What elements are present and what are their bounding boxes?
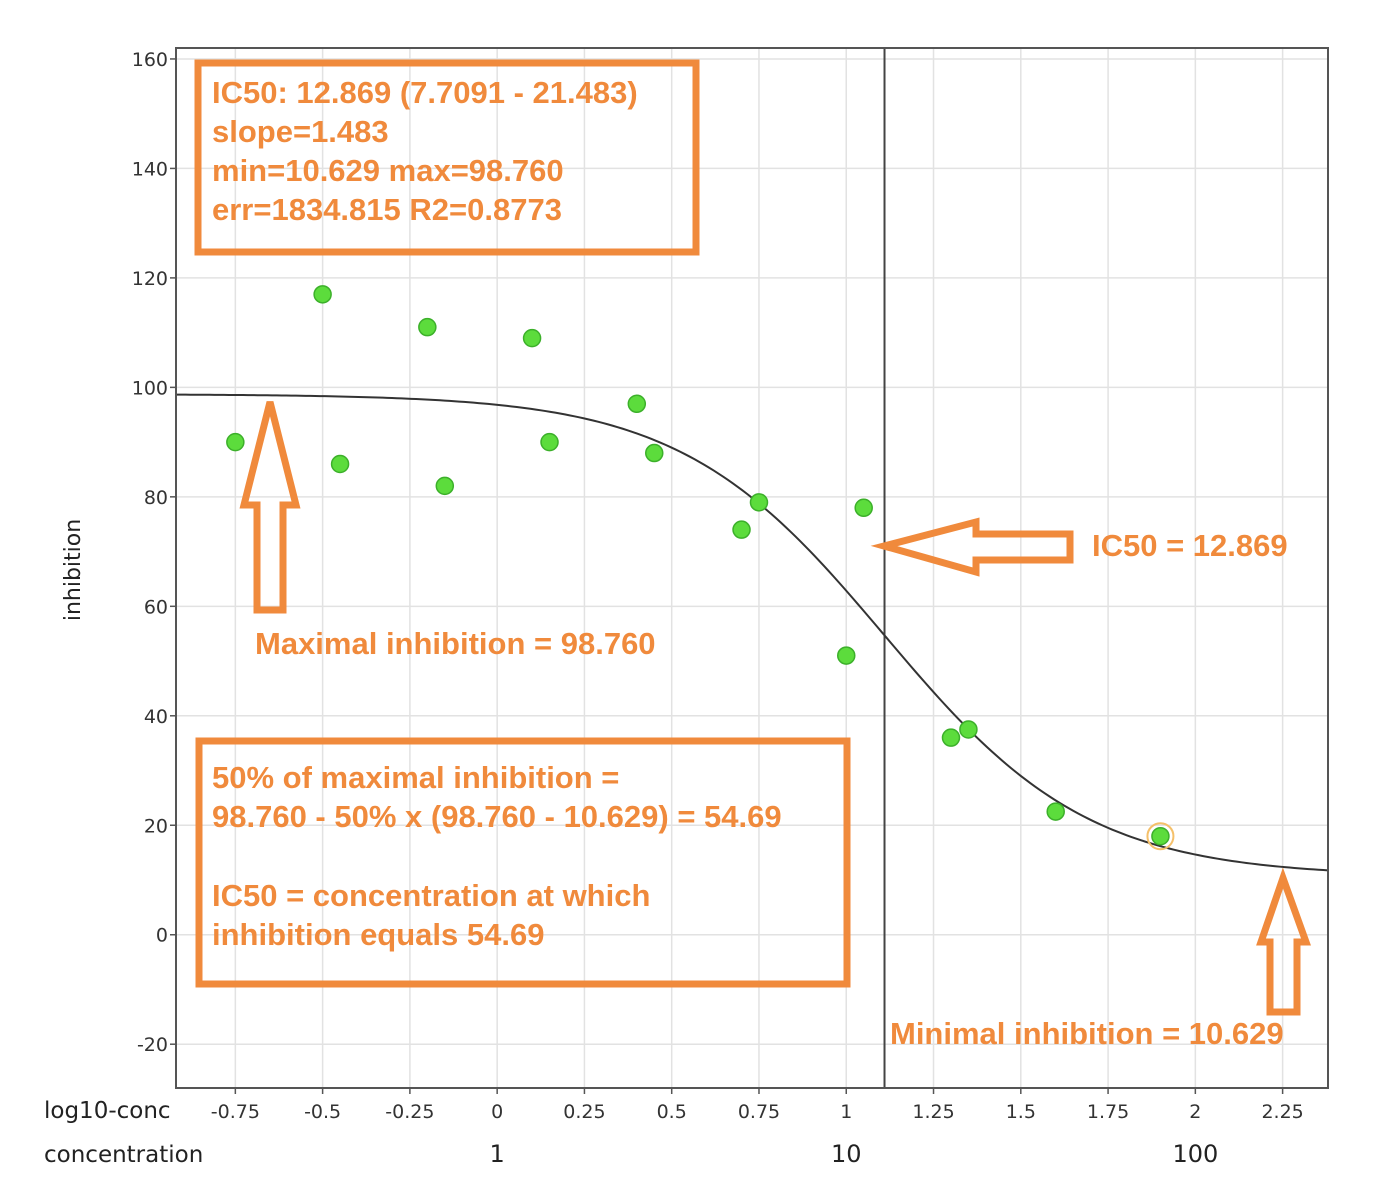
x-tick-label: 1.25 xyxy=(912,1101,954,1123)
y-tick-label: 40 xyxy=(144,706,168,728)
plot-frame xyxy=(175,47,1329,1089)
data-point xyxy=(732,520,751,539)
x-tick-label: -0.75 xyxy=(211,1101,260,1123)
y-tick-label: 160 xyxy=(132,49,168,71)
data-point xyxy=(645,443,664,463)
y-tick-label: 140 xyxy=(132,158,168,180)
explanation-line-1: 50% of maximal inhibition = xyxy=(212,760,619,795)
explanation-line-3: IC50 = concentration at which xyxy=(212,878,650,913)
data-point xyxy=(837,646,856,665)
x-tick-label: 0.75 xyxy=(738,1101,780,1123)
data-point xyxy=(959,720,978,739)
summary-line-ic50: IC50: 12.869 (7.7091 - 21.483) xyxy=(212,75,638,110)
data-point xyxy=(418,317,437,337)
data-point xyxy=(522,328,542,348)
y-tick-label: 100 xyxy=(132,377,168,399)
y-tick-label: -20 xyxy=(137,1034,168,1056)
min-arrow-icon xyxy=(1256,867,1311,1016)
x-tick-label: 2.25 xyxy=(1261,1101,1303,1123)
y-tick-label: 120 xyxy=(132,268,168,290)
x-axis-label-log10: log10-conc xyxy=(44,1098,171,1124)
x-tick-label: 0.5 xyxy=(657,1101,687,1123)
explanation-line-2: 98.760 - 50% x (98.760 - 10.629) = 54.69 xyxy=(212,799,782,834)
data-point xyxy=(749,493,769,512)
max-inhibition-label: Maximal inhibition = 98.760 xyxy=(255,626,656,661)
x-tick-label: 0.25 xyxy=(563,1101,605,1123)
data-point xyxy=(1151,826,1170,846)
explanation-box: 50% of maximal inhibition = 98.760 - 50%… xyxy=(195,737,851,988)
data-points xyxy=(226,285,1175,851)
concentration-tick-label: 100 xyxy=(1172,1140,1218,1168)
data-point xyxy=(941,728,961,747)
data-point xyxy=(1046,802,1065,821)
concentration-tick-label: 10 xyxy=(831,1140,862,1168)
ic50-label: IC50 = 12.869 xyxy=(1092,528,1288,563)
data-point xyxy=(627,394,647,414)
x-tick-label: 2 xyxy=(1189,1101,1201,1123)
concentration-tick-label: 1 xyxy=(490,1140,505,1168)
x-tick-label: -0.5 xyxy=(304,1101,341,1123)
y-axis-label: inhibition xyxy=(61,519,86,621)
x-tick-label: 1.75 xyxy=(1087,1101,1129,1123)
y-tick-label: 60 xyxy=(144,596,168,618)
grid-lines xyxy=(176,48,1328,1088)
explanation-line-4: inhibition equals 54.69 xyxy=(212,917,544,952)
data-point xyxy=(540,432,559,452)
x-axis-ticks: -0.75 -0.5 -0.25 0 0.25 0.5 0.75 1 1.25 1.5 1.75 2 2… xyxy=(211,1088,1304,1123)
data-point xyxy=(313,285,332,304)
concentration-ticks: 1 10 100 xyxy=(490,1140,1219,1168)
x-axis-label-concentration: concentration xyxy=(44,1142,203,1168)
max-arrow-icon xyxy=(239,401,301,614)
x-tick-label: 1.5 xyxy=(1006,1101,1036,1123)
y-tick-label: 0 xyxy=(156,925,168,947)
summary-line-slope: slope=1.483 xyxy=(212,114,389,149)
highlighted-point-ring xyxy=(1146,822,1175,851)
min-inhibition-label: Minimal inhibition = 10.629 xyxy=(890,1016,1284,1051)
x-tick-label: -0.25 xyxy=(385,1101,434,1123)
x-tick-label: 0 xyxy=(491,1101,503,1123)
data-point xyxy=(435,476,455,496)
y-axis-ticks: 160 140 120 100 80 60 40 20 0 -20 xyxy=(132,49,176,1056)
y-tick-label: 80 xyxy=(144,487,168,509)
summary-box: IC50: 12.869 (7.7091 - 21.483) slope=1.4… xyxy=(194,59,700,256)
ic50-arrow-icon xyxy=(870,517,1074,577)
data-point xyxy=(854,498,873,518)
summary-line-err-r2: err=1834.815 R2=0.8773 xyxy=(212,192,562,227)
x-tick-label: 1 xyxy=(840,1101,852,1123)
summary-line-min-max: min=10.629 max=98.760 xyxy=(212,153,564,188)
data-point xyxy=(226,432,245,452)
data-point xyxy=(330,454,350,474)
y-tick-label: 20 xyxy=(144,815,168,837)
